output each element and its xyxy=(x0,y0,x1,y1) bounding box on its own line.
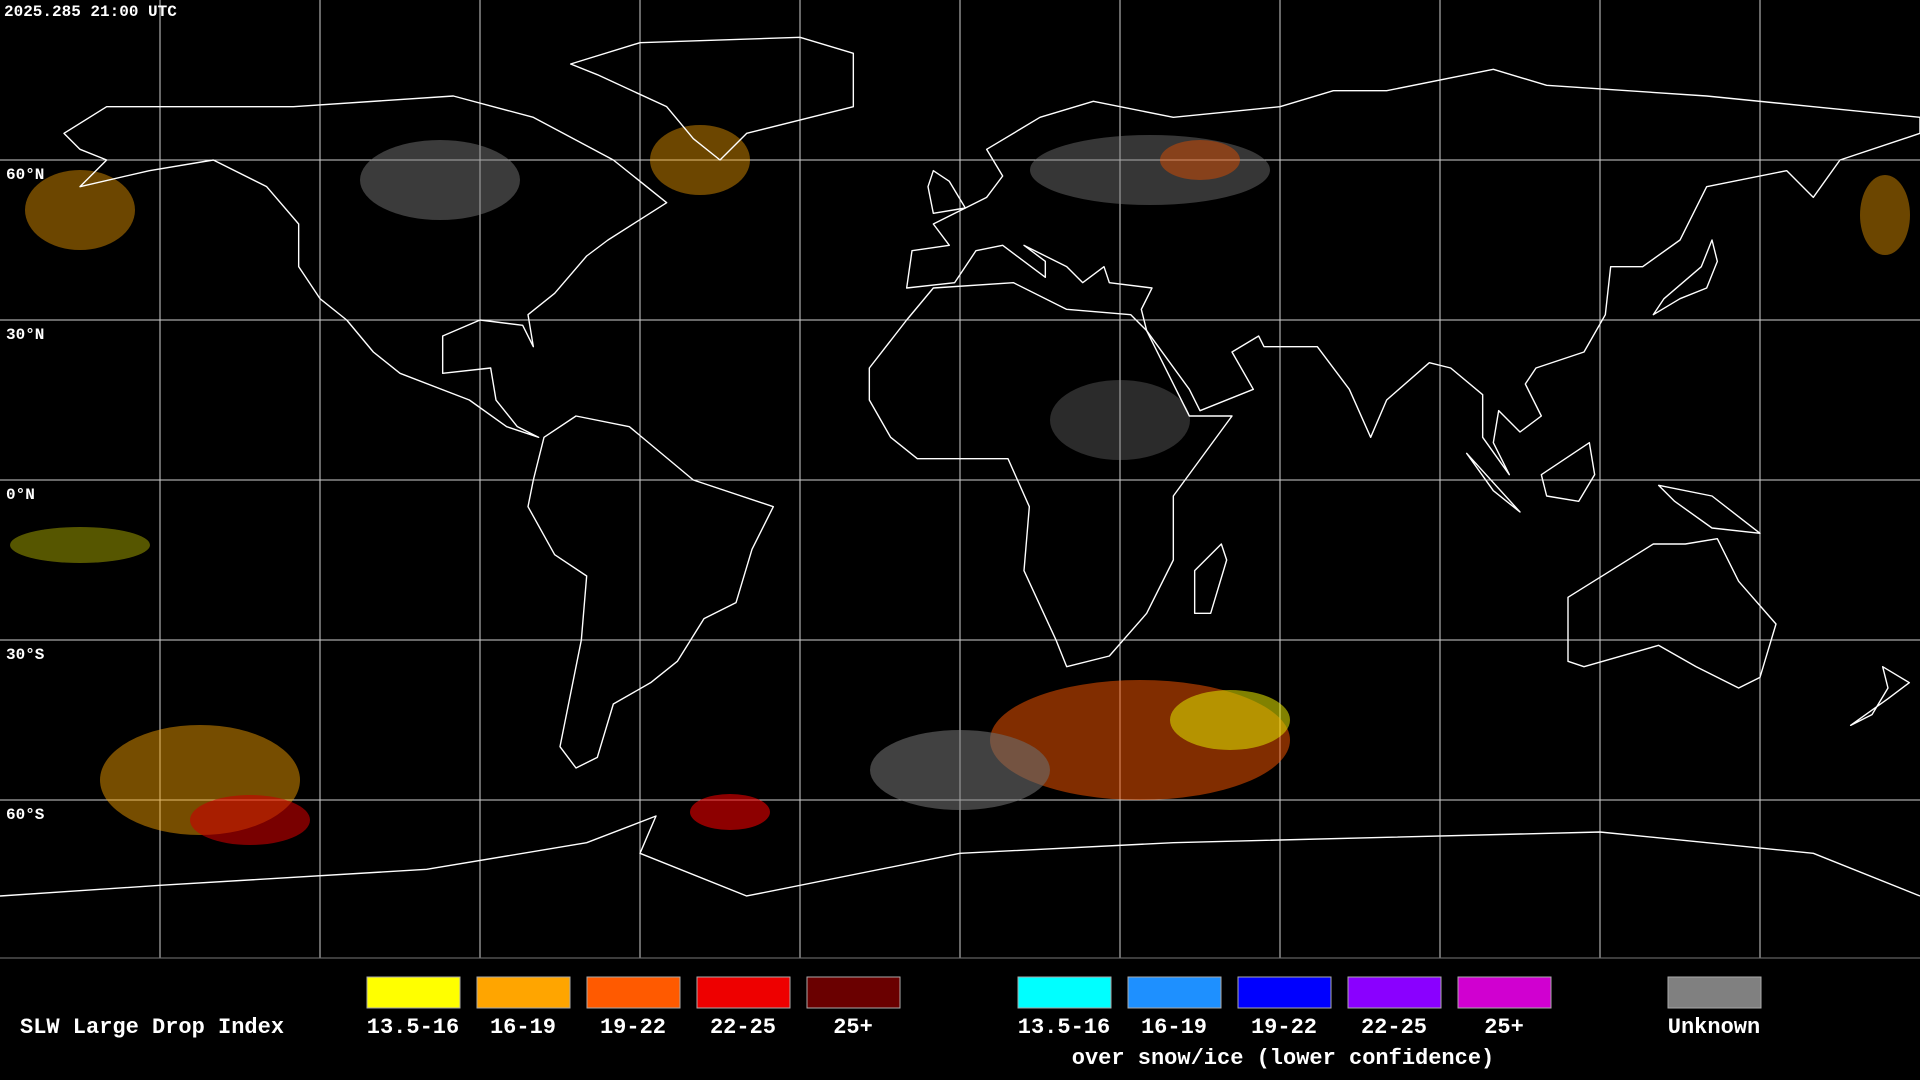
legend-swatch xyxy=(476,976,571,1009)
legend-swatch xyxy=(696,976,791,1009)
latitude-label: 60°N xyxy=(6,166,44,184)
data-patch xyxy=(1160,140,1240,180)
coastline xyxy=(1568,539,1776,688)
legend-panel xyxy=(0,958,1920,1080)
data-patch xyxy=(190,795,310,845)
legend-label: 22-25 xyxy=(1361,1015,1427,1040)
legend-label: 13.5-16 xyxy=(367,1015,459,1040)
graticule xyxy=(0,0,1920,958)
coastline xyxy=(928,171,965,214)
legend-swatch xyxy=(1127,976,1222,1009)
data-patch xyxy=(10,527,150,563)
coastline xyxy=(1467,453,1520,512)
coastline xyxy=(0,816,1920,896)
data-patch xyxy=(1170,690,1290,750)
coastline xyxy=(907,69,1920,474)
coastlines xyxy=(0,37,1920,896)
legend-label: 13.5-16 xyxy=(1018,1015,1110,1040)
legend-label: 19-22 xyxy=(600,1015,666,1040)
coastline xyxy=(1195,544,1227,613)
legend-label: Unknown xyxy=(1668,1015,1760,1040)
legend-label: 25+ xyxy=(833,1015,873,1040)
latitude-label: 0°N xyxy=(6,486,35,504)
legend-label: 22-25 xyxy=(710,1015,776,1040)
coastline xyxy=(1851,667,1910,726)
coastline xyxy=(571,37,854,160)
latitude-label: 60°S xyxy=(6,806,45,824)
coastline xyxy=(64,96,667,437)
legend-swatch xyxy=(586,976,681,1009)
legend-swatch xyxy=(1347,976,1442,1009)
coastline xyxy=(1541,443,1594,502)
data-patch xyxy=(1050,380,1190,460)
timestamp: 2025.285 21:00 UTC xyxy=(4,3,177,21)
latitude-label: 30°N xyxy=(6,326,44,344)
legend-swatch xyxy=(1017,976,1112,1009)
data-patch xyxy=(1030,135,1270,205)
data-patch xyxy=(690,794,770,830)
legend-label: 16-19 xyxy=(1141,1015,1207,1040)
data-patch xyxy=(25,170,135,250)
legend-swatch xyxy=(366,976,461,1009)
data-patch xyxy=(360,140,520,220)
cloud-data xyxy=(10,125,1910,845)
legend-swatch xyxy=(806,976,901,1009)
latitude-label: 30°S xyxy=(6,646,45,664)
legend-swatch xyxy=(1667,976,1762,1009)
legend-title: SLW Large Drop Index xyxy=(20,1015,284,1040)
legend-label: 16-19 xyxy=(490,1015,556,1040)
coastline xyxy=(528,416,773,768)
coastline xyxy=(1653,240,1717,315)
data-patch xyxy=(1860,175,1910,255)
legend-label: 25+ xyxy=(1484,1015,1524,1040)
coastline xyxy=(869,283,1232,667)
legend-label: 19-22 xyxy=(1251,1015,1317,1040)
legend: 13.5-16 16-19 19-22 22-25 25+ 13.5-16 16-19 19-… xyxy=(366,976,1762,1040)
data-patch xyxy=(650,125,750,195)
snow-ice-note: over snow/ice (lower confidence) xyxy=(1072,1046,1494,1071)
legend-swatch xyxy=(1457,976,1552,1009)
data-patch xyxy=(870,730,1050,810)
legend-swatch xyxy=(1237,976,1332,1009)
coastline xyxy=(1659,485,1760,533)
